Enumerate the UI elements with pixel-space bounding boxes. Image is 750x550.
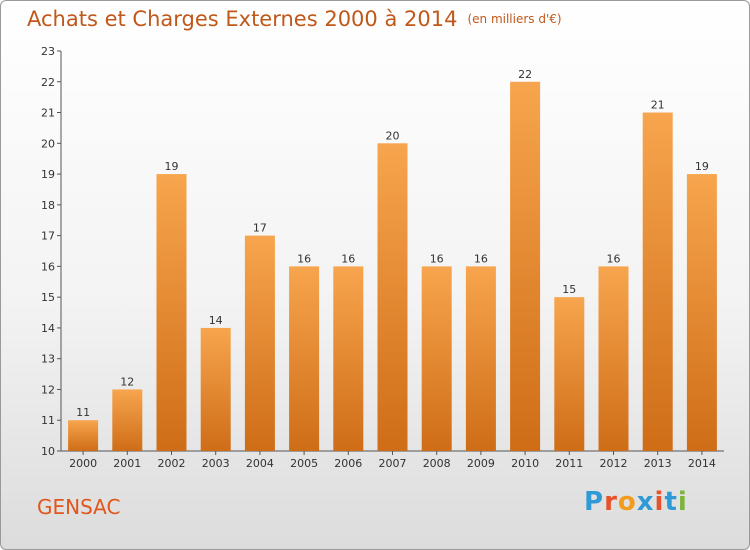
- y-tick-label: 23: [41, 45, 55, 58]
- data-label: 16: [474, 252, 488, 265]
- logo-letter: t: [664, 487, 678, 517]
- logo-letter: o: [617, 487, 637, 517]
- chart-title: Achats et Charges Externes 2000 à 2014 (e…: [27, 7, 562, 31]
- bar: [598, 266, 629, 451]
- data-label: 16: [297, 252, 311, 265]
- unit-note: (en milliers d'€): [467, 12, 562, 26]
- x-tick-label: 2012: [600, 457, 628, 470]
- x-tick-label: 2002: [158, 457, 186, 470]
- x-tick-label: 2009: [467, 457, 495, 470]
- x-tick-label: 2014: [688, 457, 716, 470]
- bar: [554, 297, 585, 451]
- logo-letter: r: [604, 487, 618, 517]
- y-tick-label: 21: [41, 107, 55, 120]
- bar: [68, 420, 99, 451]
- x-tick-label: 2000: [69, 457, 97, 470]
- y-tick-label: 13: [41, 353, 55, 366]
- x-tick-label: 2013: [644, 457, 672, 470]
- x-tick-label: 2001: [113, 457, 141, 470]
- bar: [686, 174, 717, 452]
- y-tick-label: 10: [41, 445, 55, 458]
- bar: [200, 327, 231, 451]
- bar: [156, 174, 187, 452]
- data-label: 15: [562, 283, 576, 296]
- y-tick-label: 17: [41, 230, 55, 243]
- x-tick-label: 2007: [379, 457, 407, 470]
- y-tick-label: 14: [41, 322, 55, 335]
- bar: [510, 81, 541, 452]
- bar: [377, 143, 408, 452]
- y-tick-label: 18: [41, 199, 55, 212]
- x-tick-label: 2006: [334, 457, 362, 470]
- y-tick-label: 15: [41, 291, 55, 304]
- city-name: GENSAC: [37, 495, 121, 519]
- data-label: 14: [209, 314, 223, 327]
- data-label: 19: [695, 160, 709, 173]
- logo-letter: x: [636, 487, 655, 517]
- x-tick-label: 2004: [246, 457, 274, 470]
- bar: [642, 112, 673, 452]
- logo-letter: i: [677, 487, 688, 517]
- bar: [333, 266, 364, 451]
- data-label: 16: [430, 252, 444, 265]
- data-label: 16: [341, 252, 355, 265]
- proxiti-logo: Proxiti: [584, 487, 688, 517]
- data-label: 16: [607, 252, 621, 265]
- y-tick-label: 16: [41, 260, 55, 273]
- data-label: 22: [518, 68, 532, 81]
- bar: [112, 389, 143, 451]
- x-tick-label: 2003: [202, 457, 230, 470]
- y-tick-label: 19: [41, 168, 55, 181]
- data-label: 19: [165, 160, 179, 173]
- y-tick-label: 11: [41, 414, 55, 427]
- data-label: 21: [651, 99, 665, 112]
- x-tick-label: 2010: [511, 457, 539, 470]
- bar: [465, 266, 496, 451]
- bar: [244, 235, 275, 451]
- data-label: 17: [253, 222, 267, 235]
- data-label: 20: [386, 129, 400, 142]
- logo-letter: P: [584, 487, 605, 517]
- x-tick-label: 2011: [555, 457, 583, 470]
- title-text: Achats et Charges Externes 2000 à 2014: [27, 7, 458, 31]
- y-tick-label: 12: [41, 383, 55, 396]
- logo-letter: i: [654, 487, 665, 517]
- x-tick-label: 2008: [423, 457, 451, 470]
- bar: [289, 266, 320, 451]
- x-tick-label: 2005: [290, 457, 318, 470]
- bar: [421, 266, 452, 451]
- y-tick-label: 20: [41, 137, 55, 150]
- y-tick-label: 22: [41, 76, 55, 89]
- data-label: 11: [76, 406, 90, 419]
- data-label: 12: [120, 375, 134, 388]
